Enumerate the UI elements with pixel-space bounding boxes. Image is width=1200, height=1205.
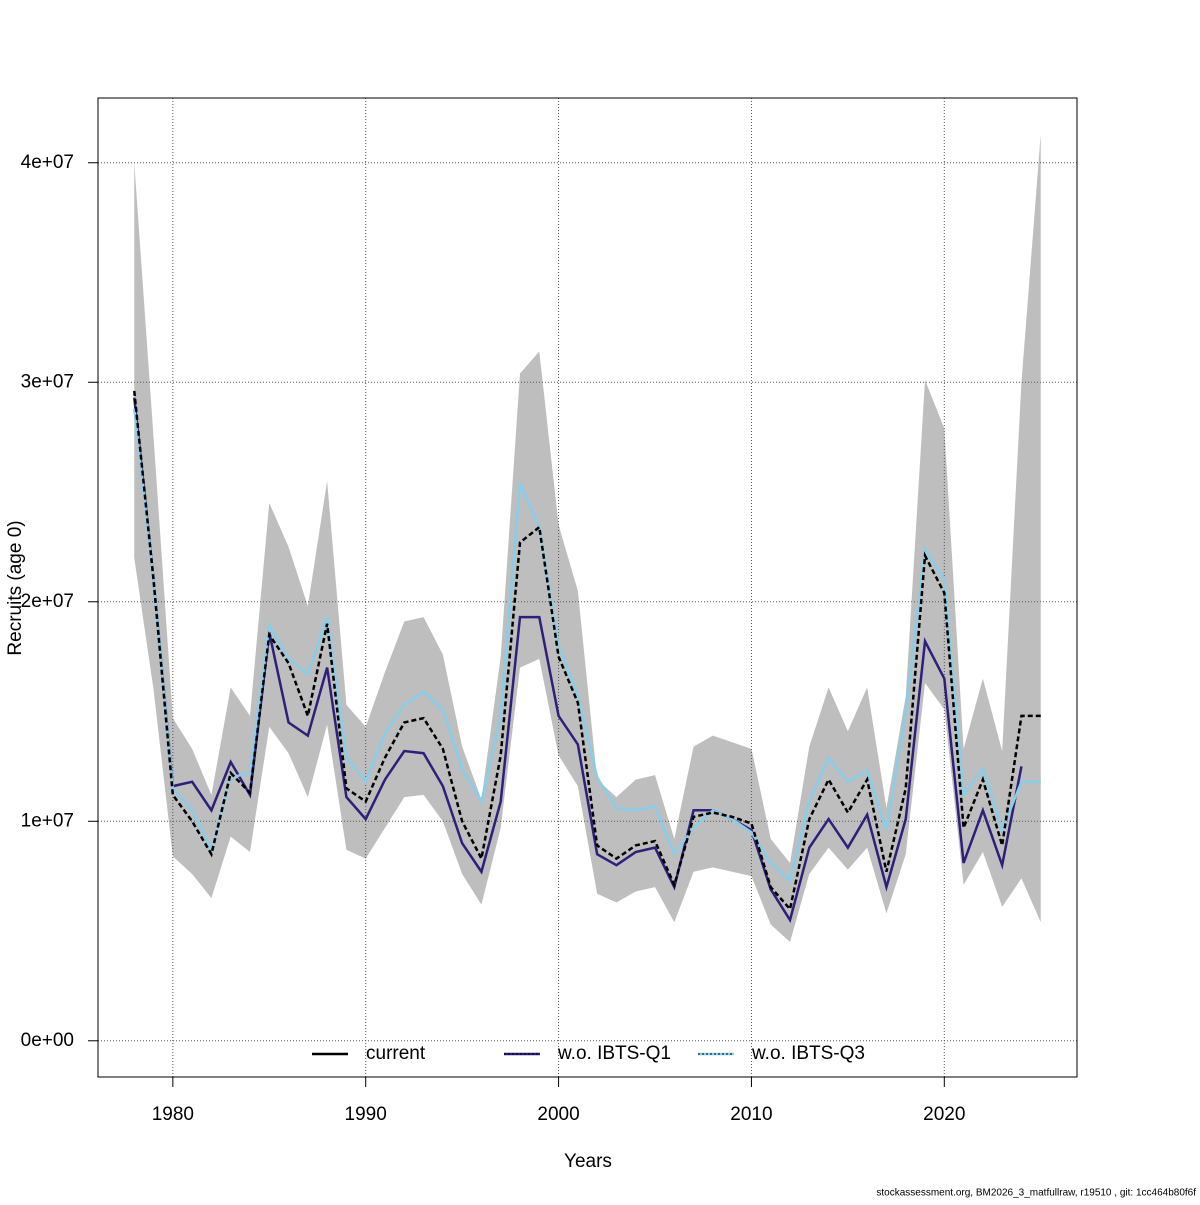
footer: stockassessment.org, BM2026_3_matfullraw… (876, 1188, 1196, 1199)
series-line (133, 408, 1041, 883)
legend-label: w.o. IBTS-Q3 (751, 1043, 865, 1064)
y-tick-label: 4e+07 (21, 152, 74, 173)
x-tick-label: 2000 (537, 1104, 579, 1125)
series-line (133, 397, 1023, 924)
x-tick-label: 2010 (730, 1104, 772, 1125)
legend-label: current (366, 1043, 426, 1064)
legend-label: w.o. IBTS-Q1 (557, 1043, 671, 1064)
confidence-band (134, 134, 1041, 943)
plot-frame (97, 97, 1078, 1078)
x-tick-label: 1980 (152, 1104, 194, 1125)
x-tick-label: 2020 (923, 1104, 965, 1125)
series-line (133, 390, 1041, 912)
y-tick-label: 1e+07 (21, 810, 74, 831)
y-tick-label: 3e+07 (21, 371, 74, 392)
y-axis-label: Recruits (age 0) (5, 520, 26, 655)
x-tick-label: 1990 (345, 1104, 387, 1125)
y-tick-label: 2e+07 (21, 591, 74, 612)
y-tick-label: 0e+00 (21, 1030, 74, 1051)
x-axis-label: Years (564, 1151, 612, 1172)
